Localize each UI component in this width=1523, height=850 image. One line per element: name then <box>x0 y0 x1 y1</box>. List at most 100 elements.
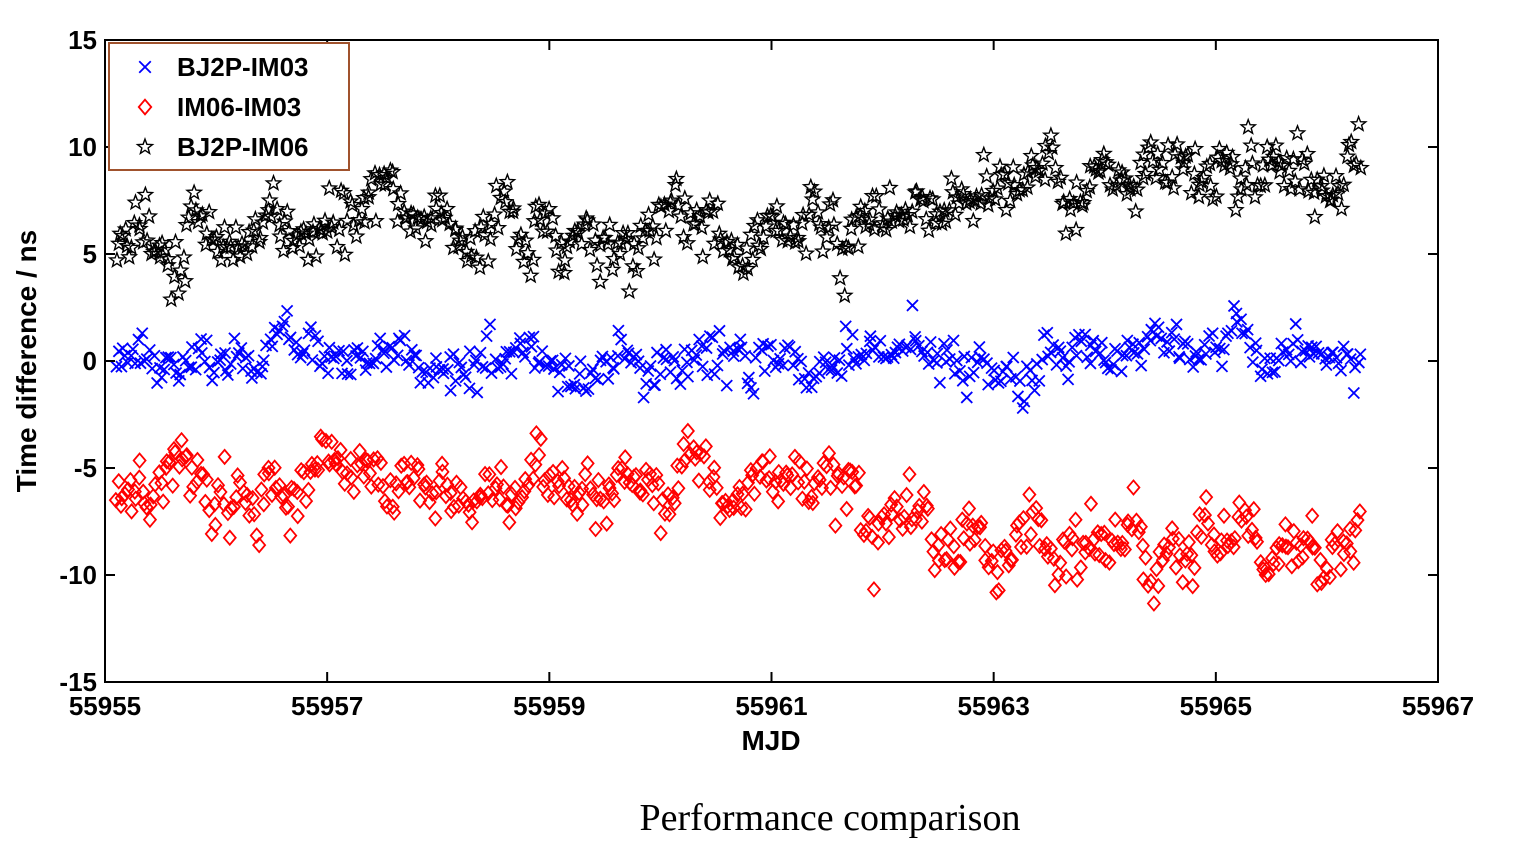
data-point <box>283 527 298 544</box>
data-point <box>933 376 947 389</box>
data-point <box>1131 153 1150 171</box>
data-point <box>1200 154 1219 172</box>
data-point <box>841 461 856 479</box>
data-point <box>464 513 480 531</box>
data-point <box>797 244 816 262</box>
data-point <box>1271 555 1286 573</box>
data-point <box>537 471 552 489</box>
data-point <box>1313 551 1328 569</box>
data-point <box>1291 552 1306 570</box>
data-point <box>182 361 195 374</box>
data-point <box>703 330 717 343</box>
data-point <box>933 525 949 543</box>
data-point <box>967 186 986 205</box>
data-point <box>1225 324 1238 337</box>
data-point <box>1296 529 1311 547</box>
data-point <box>801 177 820 195</box>
data-point <box>1046 550 1061 568</box>
data-point <box>256 495 271 513</box>
data-point <box>477 465 493 483</box>
data-point <box>999 173 1018 192</box>
data-point <box>195 346 208 360</box>
data-point <box>1239 117 1258 135</box>
legend-entry: IM06-IM03 <box>177 92 301 122</box>
data-point <box>481 229 500 247</box>
data-point <box>1093 347 1107 360</box>
data-point <box>956 374 969 387</box>
data-point <box>496 478 511 495</box>
data-point <box>1236 158 1255 176</box>
data-point <box>1226 200 1245 218</box>
data-point <box>745 466 760 484</box>
data-point <box>429 483 444 501</box>
data-point <box>220 232 239 250</box>
data-point <box>262 207 281 225</box>
data-point <box>1179 545 1195 563</box>
data-point <box>1117 184 1136 202</box>
data-point <box>311 335 325 348</box>
data-point <box>1081 351 1094 364</box>
data-point <box>773 352 787 365</box>
data-point <box>994 541 1009 559</box>
data-point <box>359 183 378 201</box>
data-point <box>1108 511 1123 529</box>
data-point <box>648 379 662 392</box>
data-point <box>228 332 241 345</box>
data-point <box>591 272 610 290</box>
data-point <box>517 482 532 500</box>
data-point <box>920 500 936 518</box>
data-point <box>1261 565 1276 583</box>
data-point <box>1018 178 1037 196</box>
data-point <box>1278 538 1294 556</box>
data-point <box>470 258 490 276</box>
data-point <box>997 538 1012 556</box>
data-point <box>681 203 700 221</box>
data-point <box>632 484 648 502</box>
data-point <box>1051 566 1066 583</box>
data-point <box>738 259 757 277</box>
data-point <box>943 520 958 537</box>
data-point <box>459 371 472 384</box>
data-point <box>130 219 149 237</box>
data-point <box>702 481 717 499</box>
data-point <box>1284 557 1299 575</box>
data-point <box>1234 313 1248 326</box>
data-point <box>366 451 381 468</box>
data-point <box>1186 139 1205 157</box>
data-point <box>555 459 570 477</box>
data-point <box>970 518 985 536</box>
data-point <box>561 477 576 495</box>
data-point <box>804 488 819 506</box>
data-point <box>158 363 171 376</box>
data-point <box>593 490 608 508</box>
data-point <box>813 366 826 380</box>
data-point <box>351 341 364 355</box>
data-point <box>275 211 294 230</box>
data-point <box>154 474 169 492</box>
data-point <box>343 450 358 468</box>
data-point <box>408 349 421 362</box>
data-point <box>1200 515 1216 532</box>
data-point <box>819 356 832 369</box>
data-point <box>676 435 691 453</box>
data-point <box>257 354 270 367</box>
data-point <box>1232 179 1251 198</box>
data-point <box>589 372 602 385</box>
data-point <box>1034 511 1049 529</box>
data-point <box>667 169 686 187</box>
data-point <box>846 328 859 341</box>
data-point <box>139 498 154 516</box>
data-point <box>1043 138 1062 156</box>
data-point <box>1289 317 1302 331</box>
data-point <box>1080 177 1099 196</box>
data-point <box>813 241 832 260</box>
data-point <box>140 206 159 225</box>
data-point <box>179 446 194 464</box>
data-point <box>1334 364 1348 377</box>
legend-marker <box>138 60 152 74</box>
data-point <box>1314 574 1329 592</box>
data-point <box>1143 572 1158 590</box>
data-point <box>923 189 942 208</box>
data-point <box>752 468 768 486</box>
data-point <box>416 365 429 379</box>
